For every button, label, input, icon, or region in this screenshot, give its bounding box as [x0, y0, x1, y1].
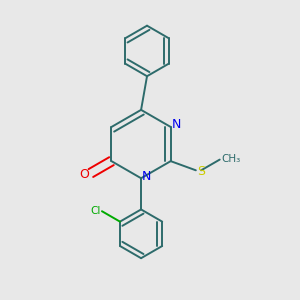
Text: N: N [171, 118, 181, 131]
Text: CH₃: CH₃ [221, 154, 240, 164]
Text: S: S [197, 165, 205, 178]
Text: Cl: Cl [90, 206, 101, 216]
Text: O: O [80, 168, 89, 181]
Text: N: N [142, 170, 151, 183]
